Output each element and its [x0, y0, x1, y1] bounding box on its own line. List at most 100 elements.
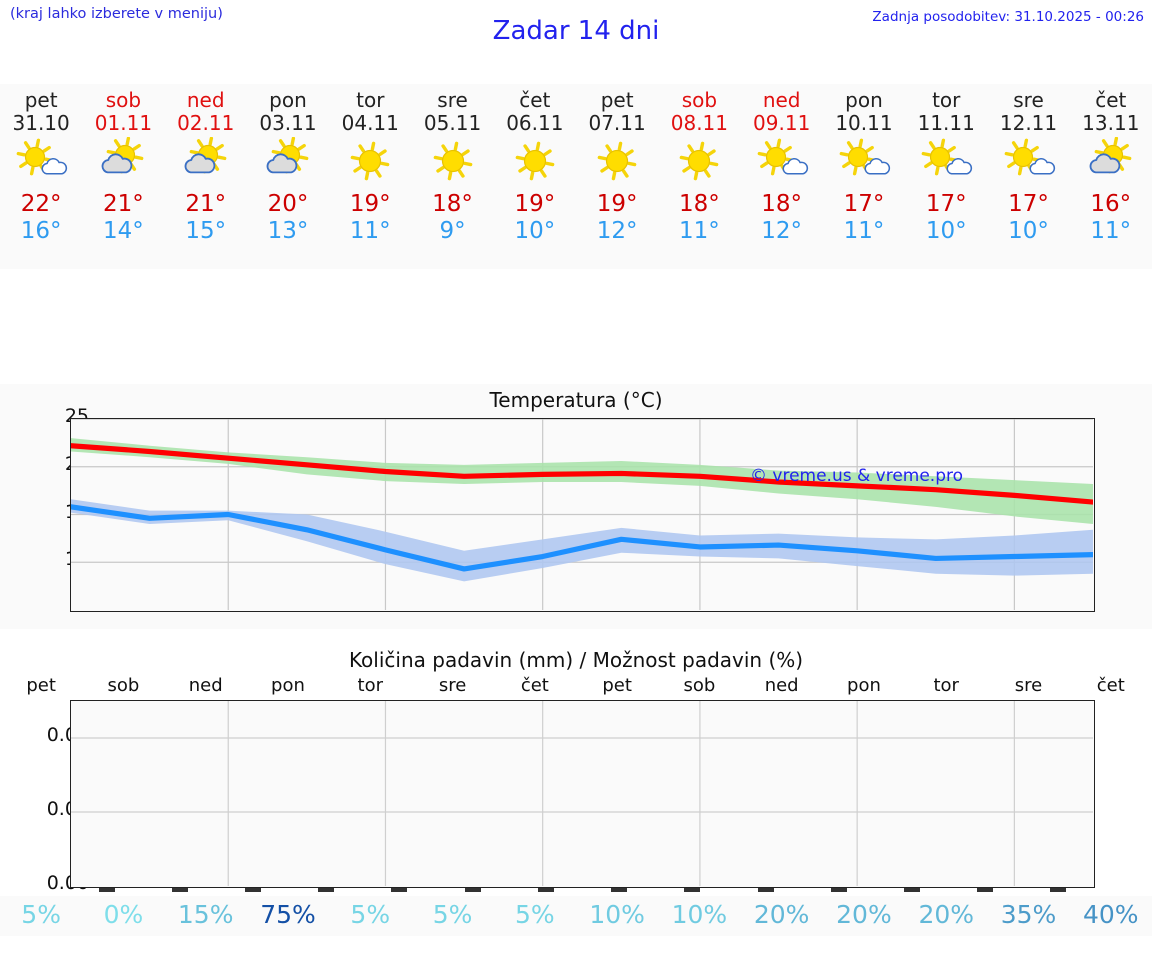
precipitation-day-labels: pet sob ned pon tor sre čet pet sob ned pon tor sre č… [0, 675, 1152, 699]
menu-hint-text: (kraj lahko izberete v meniju) [10, 6, 223, 22]
weather-icon-wrapper [91, 136, 155, 185]
weather-icon-wrapper [1079, 136, 1143, 185]
low-temperature-value: 9° [439, 218, 466, 244]
sun-icon [597, 141, 637, 181]
daily-forecast-strip: pet 31.10 22° 16° sob 01.11 21° 14° ned 02.11 21° 1… [0, 84, 1152, 269]
low-temperature-value: 11° [349, 218, 391, 244]
day-column-01.11[interactable]: sob 01.11 21° 14° [82, 84, 164, 269]
day-of-week-label: tor [356, 88, 385, 112]
day-date-label: 31.10 [12, 111, 70, 135]
day-temperatures: 22° 16° [21, 191, 62, 245]
high-temperature-value: 17° [925, 191, 967, 217]
high-temperature-value: 17° [843, 191, 885, 217]
low-temperature-value: 15° [185, 218, 227, 244]
low-temperature-value: 16° [20, 218, 62, 244]
day-column-09.11[interactable]: ned 09.11 18° 12° [741, 84, 823, 269]
precipitation-probability-value: 5% [350, 900, 391, 929]
page-header: (kraj lahko izberete v meniju) Zadar 14 … [0, 0, 1152, 60]
high-temperature-value: 20° [267, 191, 309, 217]
precipitation-x-tick [757, 888, 774, 892]
day-of-week-label: ned [186, 88, 225, 112]
weather-icon-wrapper [750, 137, 814, 185]
sun-icon [433, 141, 472, 181]
day-column-02.11[interactable]: ned 02.11 21° 15° [165, 84, 247, 269]
temperature-range-band [71, 499, 1093, 582]
day-temperatures: 20° 13° [268, 191, 309, 245]
day-temperatures: 19° 11° [350, 191, 391, 245]
low-temperature-value: 10° [1008, 218, 1049, 244]
temperature-chart-title: Temperatura (°C) [489, 388, 663, 412]
day-date-label: 09.11 [753, 111, 811, 135]
day-temperatures: 19° 10° [514, 191, 555, 245]
weather-icon-wrapper [832, 137, 896, 185]
precipitation-day-label: sob [683, 675, 716, 696]
day-column-07.11[interactable]: pet 07.11 19° 12° [576, 84, 658, 269]
day-date-label: 12.11 [999, 111, 1058, 135]
precipitation-probability-value: 0% [103, 900, 144, 929]
day-temperatures: 17° 10° [1008, 191, 1049, 245]
precipitation-day-label: pet [602, 675, 632, 696]
precipitation-x-tick [611, 888, 628, 892]
day-column-31.10[interactable]: pet 31.10 22° 16° [0, 84, 82, 269]
day-column-11.11[interactable]: tor 11.11 17° 10° [905, 84, 987, 269]
temperature-series-line [71, 504, 1094, 572]
last-updated-text: Zadnja posodobitev: 31.10.2025 - 00:26 [872, 9, 1144, 25]
precipitation-probability-value: 35% [1000, 900, 1057, 929]
precipitation-day-label: sre [438, 675, 467, 696]
low-temperature-value: 10° [514, 218, 556, 244]
day-date-label: 02.11 [177, 111, 235, 135]
precipitation-x-tick [977, 888, 994, 892]
day-of-week-label: pet [600, 88, 634, 112]
day-date-label: 08.11 [670, 111, 729, 135]
precipitation-probability-value: 10% [671, 900, 728, 929]
day-of-week-label: čet [519, 88, 551, 112]
day-temperatures: 21° 15° [185, 191, 226, 245]
day-column-05.11[interactable]: sre 05.11 18° 9° [411, 84, 493, 269]
day-of-week-label: sob [681, 88, 718, 112]
sun-behind-gray-cloud-icon [184, 136, 227, 174]
precipitation-probability-value: 20% [836, 900, 892, 929]
temperature-series-line [71, 443, 1094, 505]
day-column-03.11[interactable]: pon 03.11 20° 13° [247, 84, 329, 269]
weather-icon-wrapper [667, 137, 731, 185]
day-temperatures: 17° 10° [926, 191, 967, 245]
low-temperature-value: 14° [103, 218, 144, 244]
day-of-week-label: sre [437, 88, 468, 112]
precipitation-x-tick [98, 888, 115, 892]
day-date-label: 10.11 [835, 111, 893, 135]
day-column-08.11[interactable]: sob 08.11 18° 11° [658, 84, 740, 269]
day-temperatures: 18° 9° [432, 191, 473, 245]
precipitation-probability-value: 40% [1083, 900, 1139, 929]
sun-behind-gray-cloud-icon [102, 136, 144, 174]
weather-icon-wrapper [914, 137, 978, 185]
copyright-notice: © vreme.us & vreme.pro [750, 466, 964, 486]
day-column-10.11[interactable]: pon 10.11 17° 11° [823, 84, 905, 269]
precipitation-day-label: čet [520, 675, 549, 696]
low-temperature-value: 10° [925, 218, 967, 244]
precipitation-bars-svg [71, 701, 1093, 886]
weather-icon-wrapper [585, 137, 649, 185]
day-of-week-label: tor [932, 88, 961, 112]
precipitation-x-tick [830, 888, 847, 892]
weather-icon-wrapper [421, 137, 485, 185]
day-date-label: 04.11 [341, 111, 399, 135]
day-column-12.11[interactable]: sre 12.11 17° 10° [987, 84, 1069, 269]
precipitation-probability-value: 5% [514, 900, 555, 929]
high-temperature-value: 17° [1008, 191, 1049, 217]
weather-icon-wrapper [256, 136, 320, 185]
day-column-04.11[interactable]: tor 04.11 19° 11° [329, 84, 411, 269]
high-temperature-value: 21° [103, 191, 144, 217]
day-date-label: 05.11 [423, 111, 482, 135]
low-temperature-value: 11° [1090, 218, 1132, 244]
precipitation-x-tick [537, 888, 554, 892]
high-temperature-value: 19° [596, 191, 638, 217]
sun-small-white-cloud-icon [16, 138, 68, 176]
day-temperatures: 19° 12° [597, 191, 638, 245]
day-column-06.11[interactable]: čet 06.11 19° 10° [494, 84, 576, 269]
day-date-label: 06.11 [506, 111, 564, 135]
precipitation-probability-value: 5% [21, 900, 61, 929]
day-column-13.11[interactable]: čet 13.11 16° 11° [1070, 84, 1152, 269]
precipitation-x-tick [318, 888, 335, 892]
precipitation-probability-value: 20% [918, 900, 975, 929]
